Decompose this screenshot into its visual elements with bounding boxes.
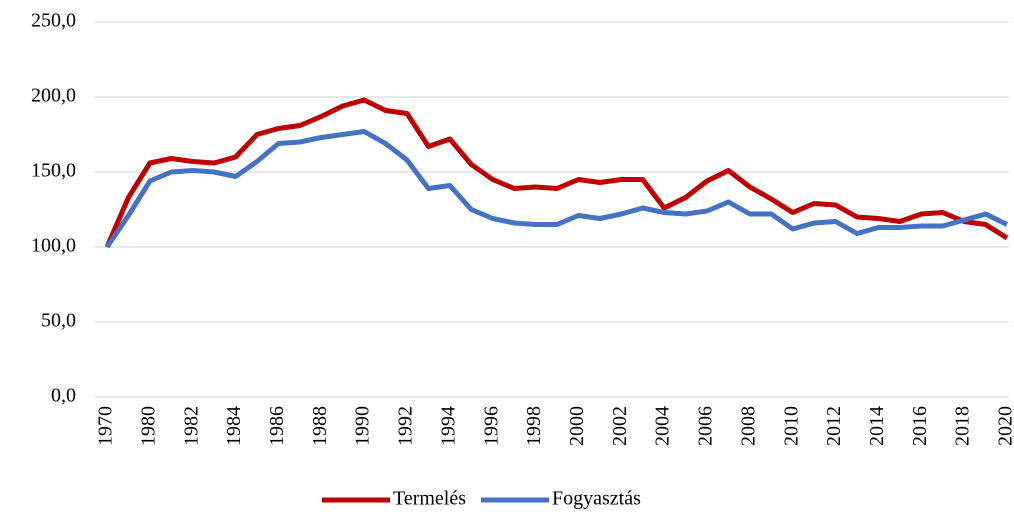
y-tick-label: 250,0 <box>31 10 76 32</box>
x-tick-label: 2002 <box>609 406 631 446</box>
x-tick-label: 2008 <box>737 406 759 446</box>
x-tick-label: 2014 <box>866 406 888 446</box>
legend-item: Fogyasztás <box>481 488 641 510</box>
y-tick-label: 200,0 <box>31 85 76 107</box>
x-tick-label: 2012 <box>823 406 845 446</box>
x-tick-label: 2006 <box>695 406 717 446</box>
x-tick-label: 1992 <box>395 406 417 446</box>
y-tick-label: 50,0 <box>41 310 76 332</box>
x-tick-label: 1982 <box>180 406 202 446</box>
x-tick-label: 2020 <box>995 406 1014 446</box>
x-tick-label: 1986 <box>266 406 288 446</box>
x-tick-label: 1996 <box>480 406 502 446</box>
series-line <box>104 97 1009 248</box>
x-tick-label: 1980 <box>137 406 159 446</box>
x-tick-label: 1990 <box>352 406 374 446</box>
x-tick-label: 2018 <box>952 406 974 446</box>
y-tick-label: 0,0 <box>51 385 76 407</box>
x-tick-label: 2016 <box>909 406 931 446</box>
legend-label: Termelés <box>393 488 466 510</box>
legend-label: Fogyasztás <box>552 488 641 510</box>
x-tick-label: 1998 <box>523 406 545 446</box>
series-line <box>104 129 1009 249</box>
x-tick-label: 1984 <box>223 406 245 446</box>
y-tick-label: 150,0 <box>31 160 76 182</box>
x-tick-label: 2004 <box>652 406 674 446</box>
legend-item: Termelés <box>322 488 466 510</box>
x-tick-label: 1970 <box>95 406 117 446</box>
x-tick-label: 1994 <box>437 406 459 446</box>
y-tick-label: 100,0 <box>31 235 76 257</box>
x-tick-label: 2010 <box>780 406 802 446</box>
x-tick-label: 2000 <box>566 406 588 446</box>
x-tick-label: 1988 <box>309 406 331 446</box>
